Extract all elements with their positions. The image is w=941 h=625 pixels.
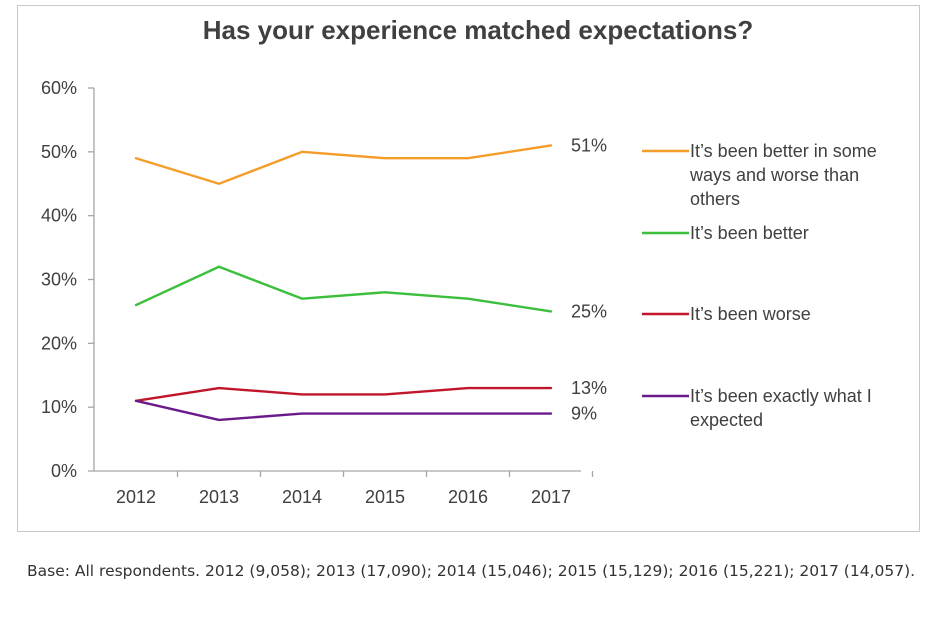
legend-entry-text: ways and worse than: [689, 165, 859, 185]
chart-axes: 0% 10% 20% 30% 40% 50% 60% 2012 2013 2014 2015 2016…: [41, 78, 594, 507]
legend-entry-text: expected: [690, 410, 763, 430]
x-tick-label: 2017: [531, 487, 571, 507]
end-value-label: 51%: [571, 135, 607, 155]
y-tick-label: 50%: [41, 142, 77, 162]
legend: It’s been better in some ways and worse t…: [642, 141, 877, 430]
legend-entry-text: It’s been better in some: [690, 141, 877, 161]
end-value-label: 9%: [571, 404, 597, 424]
series-line: [134, 144, 553, 185]
legend-entry-text: It’s been exactly what I: [690, 386, 872, 406]
y-tick-label: 30%: [41, 270, 77, 290]
line-chart: Has your experience matched expectations…: [41, 15, 877, 507]
end-labels: 51% 25% 13% 9%: [571, 135, 607, 423]
x-tick-label: 2015: [365, 487, 405, 507]
footnote: Base: All respondents. 2012 (9,058); 201…: [27, 562, 916, 580]
y-tick-label: 10%: [41, 397, 77, 417]
x-tick-label: 2016: [448, 487, 488, 507]
chart-series: [134, 144, 553, 422]
series-line: [134, 265, 553, 313]
y-tick-label: 0%: [51, 461, 77, 481]
end-value-label: 25%: [571, 301, 607, 321]
x-tick-label: 2013: [199, 487, 239, 507]
legend-entry-text: It’s been better: [690, 223, 809, 243]
x-tick-label: 2014: [282, 487, 322, 507]
y-tick-label: 60%: [41, 78, 77, 98]
y-tick-label: 40%: [41, 206, 77, 226]
legend-entry-text: others: [690, 189, 740, 209]
series-line: [134, 386, 553, 402]
series-line: [134, 399, 553, 422]
chart-frame: Has your experience matched expectations…: [17, 5, 920, 532]
chart-title: Has your experience matched expectations…: [203, 15, 754, 45]
y-tick-label: 20%: [41, 333, 77, 353]
end-value-label: 13%: [571, 378, 607, 398]
x-tick-label: 2012: [116, 487, 156, 507]
legend-entry-text: It’s been worse: [690, 304, 811, 324]
